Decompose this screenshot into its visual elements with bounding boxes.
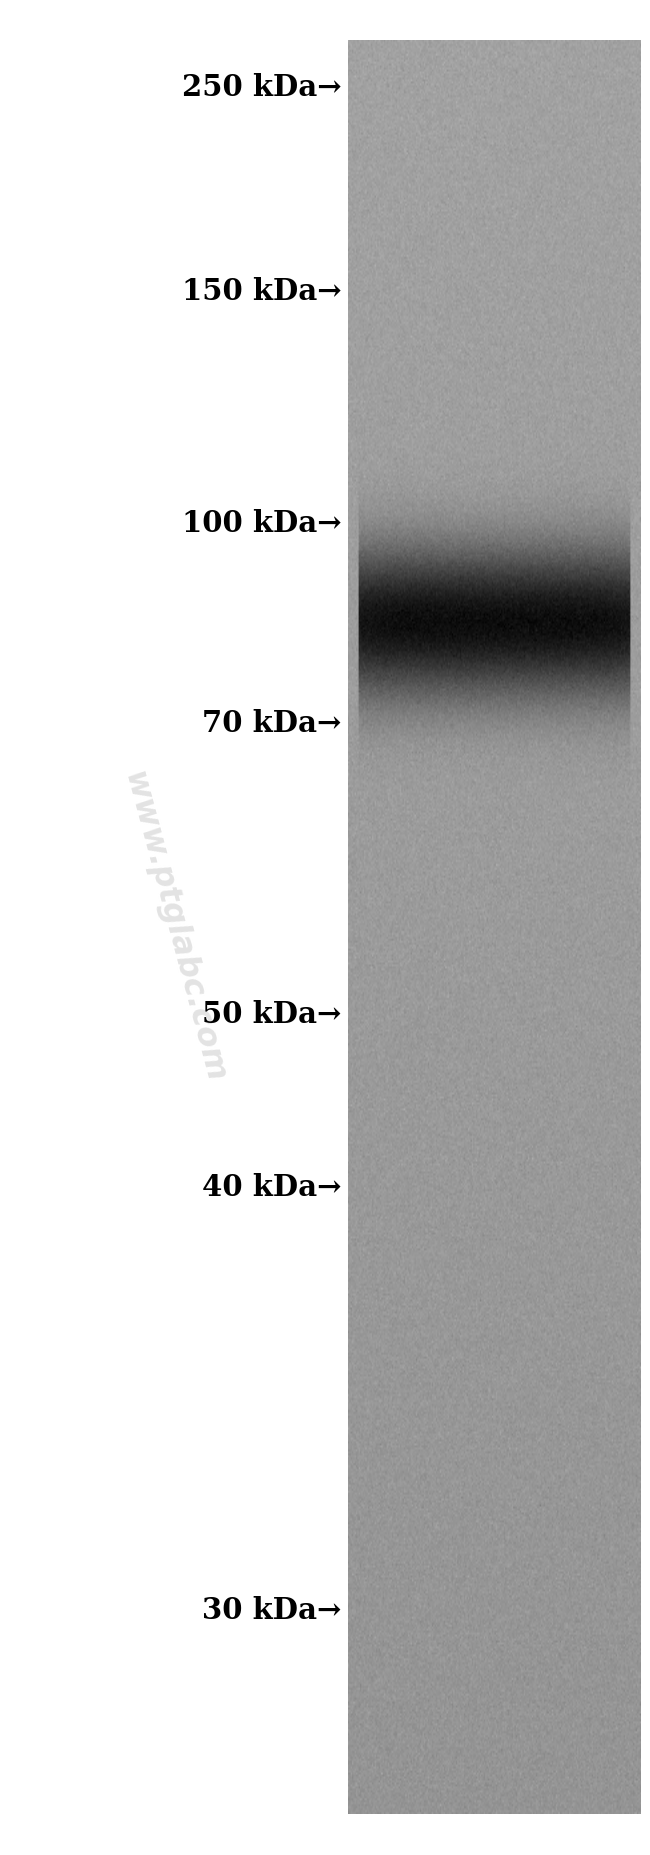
Text: 250 kDa→: 250 kDa→ [181,72,341,102]
Text: www.ptglabc.com: www.ptglabc.com [118,768,230,1087]
Text: 40 kDa→: 40 kDa→ [202,1172,341,1202]
Text: 150 kDa→: 150 kDa→ [181,276,341,306]
Text: 50 kDa→: 50 kDa→ [202,1000,341,1030]
Text: 70 kDa→: 70 kDa→ [202,709,341,738]
Text: 100 kDa→: 100 kDa→ [181,508,341,538]
Text: 30 kDa→: 30 kDa→ [202,1595,341,1625]
